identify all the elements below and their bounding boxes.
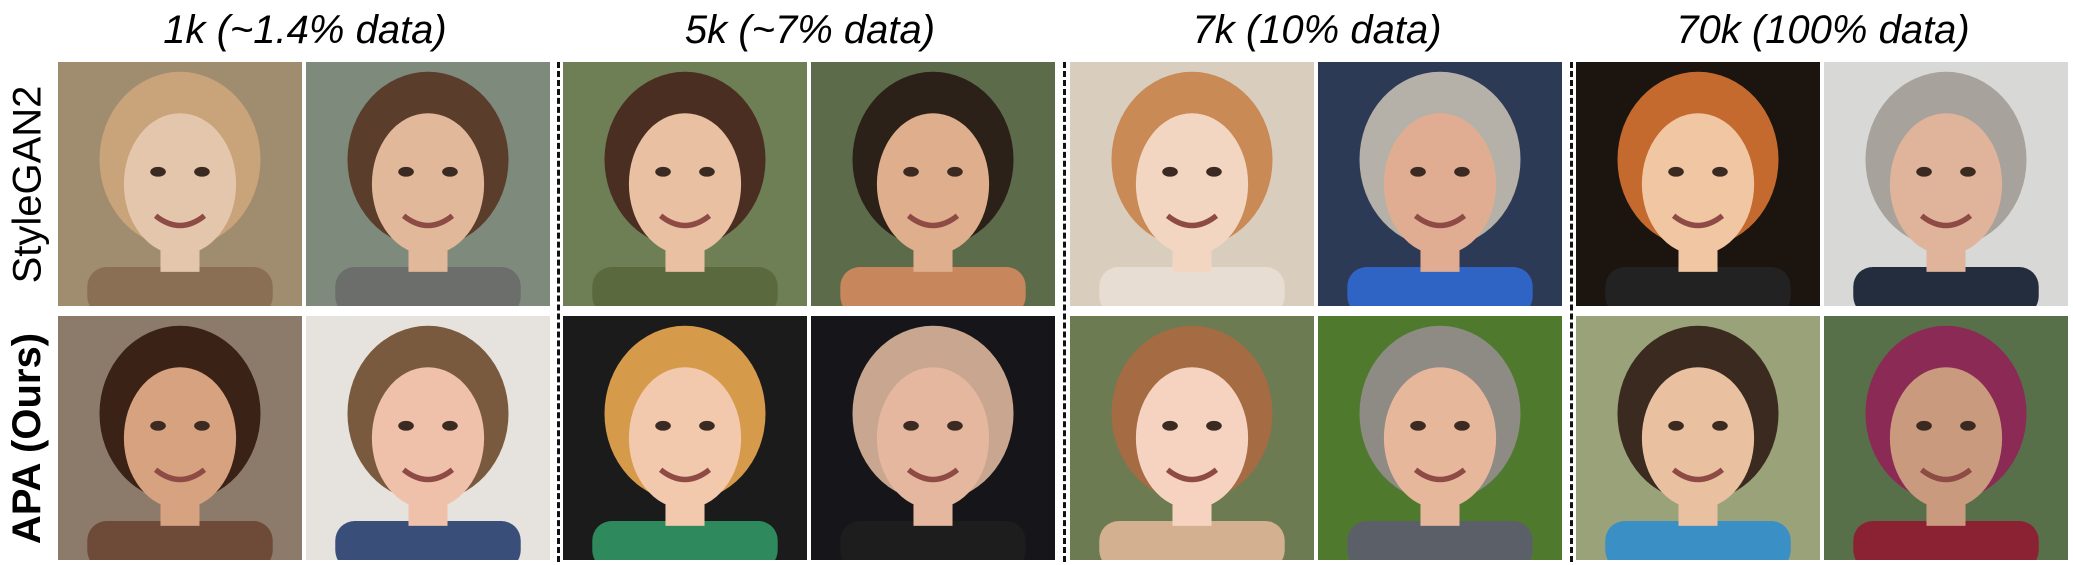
face-image <box>1070 316 1314 560</box>
face-image <box>1318 316 1562 560</box>
face-image <box>1070 62 1314 306</box>
row-label-apa: APA (Ours) <box>4 316 52 560</box>
face-image <box>563 316 807 560</box>
row-label-stylegan2: StyleGAN2 <box>4 62 52 306</box>
column-title-1k: 1k (~1.4% data) <box>163 8 447 52</box>
face-image <box>1576 62 1820 306</box>
face-image <box>1824 316 2068 560</box>
face-image <box>306 316 550 560</box>
face-image <box>306 62 550 306</box>
face-image <box>563 62 807 306</box>
face-image <box>1318 62 1562 306</box>
group-divider-2 <box>1063 62 1066 562</box>
face-image <box>811 62 1055 306</box>
face-image <box>1576 316 1820 560</box>
column-title-70k: 70k (100% data) <box>1676 8 1970 52</box>
face-image <box>1824 62 2068 306</box>
group-divider-1 <box>557 62 560 562</box>
row-label-stylegan2-text: StyleGAN2 <box>5 85 50 283</box>
group-divider-3 <box>1570 62 1573 562</box>
face-image <box>58 62 302 306</box>
column-title-5k: 5k (~7% data) <box>684 8 936 52</box>
row-label-apa-text: APA (Ours) <box>5 332 50 544</box>
face-image <box>58 316 302 560</box>
face-image <box>811 316 1055 560</box>
column-title-7k: 7k (10% data) <box>1192 8 1442 52</box>
